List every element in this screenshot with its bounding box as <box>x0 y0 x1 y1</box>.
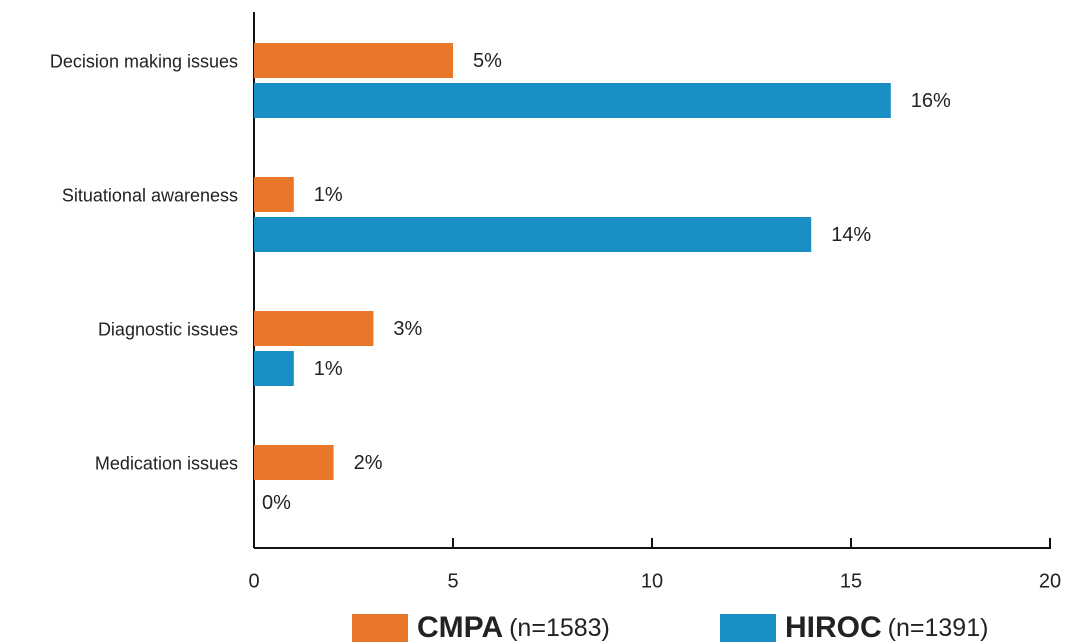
legend-name: CMPA <box>417 611 503 642</box>
legend-name: HIROC <box>785 611 882 642</box>
legend-swatch <box>720 614 776 642</box>
category-label: Medication issues <box>95 453 238 473</box>
value-label: 2% <box>354 452 383 474</box>
value-label: 16% <box>911 90 951 112</box>
bar <box>254 445 334 480</box>
value-label: 0% <box>262 492 291 514</box>
x-tick-label: 5 <box>447 570 458 592</box>
bar <box>254 311 374 346</box>
x-tick-label: 10 <box>641 570 663 592</box>
legend-note: (n=1583) <box>509 614 610 642</box>
value-label: 3% <box>393 318 422 340</box>
category-label: Diagnostic issues <box>98 319 238 339</box>
category-label: Decision making issues <box>50 51 238 71</box>
value-label: 5% <box>473 50 502 72</box>
x-tick-label: 20 <box>1039 570 1061 592</box>
bar <box>254 177 294 212</box>
legend-entry: CMPA (n=1583) <box>417 611 610 642</box>
legend-note: (n=1391) <box>888 614 989 642</box>
x-tick-label: 0 <box>248 570 259 592</box>
value-label: 1% <box>314 358 343 380</box>
x-tick-label: 15 <box>840 570 862 592</box>
bar <box>254 217 812 252</box>
category-label: Situational awareness <box>62 185 238 205</box>
bar <box>254 43 453 78</box>
bar <box>254 351 294 386</box>
value-label: 1% <box>314 184 343 206</box>
legend-entry: HIROC (n=1391) <box>785 611 988 642</box>
value-label: 14% <box>831 224 871 246</box>
bar <box>254 83 891 118</box>
legend-swatch <box>352 614 408 642</box>
